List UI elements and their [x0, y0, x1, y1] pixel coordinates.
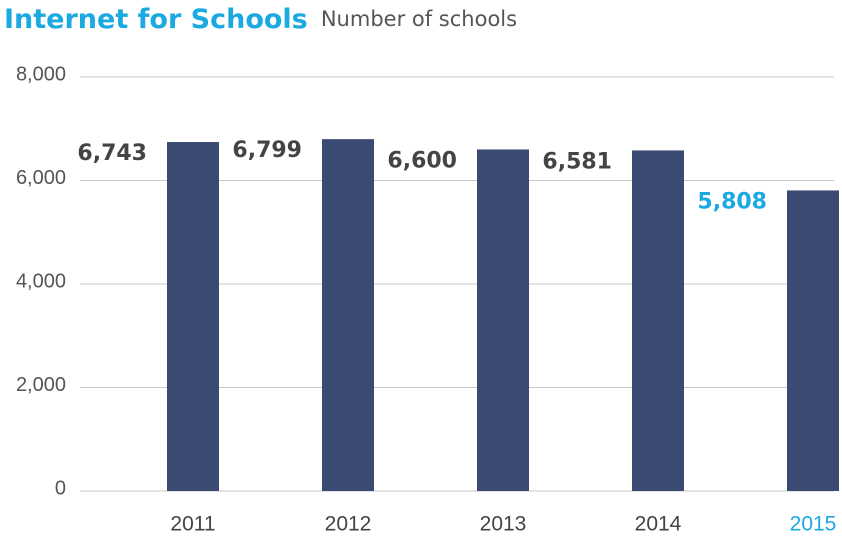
value-label: 6,799 — [232, 138, 302, 163]
chart-heading: Internet for Schools Number of schools — [4, 4, 517, 35]
x-tick-label: 2013 — [480, 513, 527, 536]
bar — [167, 142, 219, 491]
x-tick-label: 2011 — [170, 513, 215, 536]
chart-title: Internet for Schools — [4, 4, 308, 35]
bar — [787, 190, 839, 491]
x-tick-label: 2012 — [325, 513, 372, 536]
y-tick-label: 6,000 — [16, 167, 66, 189]
bar — [477, 149, 529, 491]
value-label: 6,743 — [77, 141, 147, 166]
y-tick-label: 8,000 — [16, 63, 66, 85]
value-label: 5,808 — [697, 189, 767, 214]
x-tick-label: 2014 — [635, 513, 682, 536]
y-tick-label: 0 — [55, 477, 66, 499]
x-tick-label: 2015 — [790, 513, 837, 536]
value-label: 6,600 — [387, 148, 457, 173]
value-label: 6,581 — [542, 149, 612, 174]
bar — [632, 150, 684, 492]
y-tick-label: 4,000 — [16, 270, 66, 292]
chart-subtitle: Number of schools — [321, 7, 517, 31]
bar — [322, 139, 374, 492]
y-tick-label: 2,000 — [16, 374, 66, 396]
